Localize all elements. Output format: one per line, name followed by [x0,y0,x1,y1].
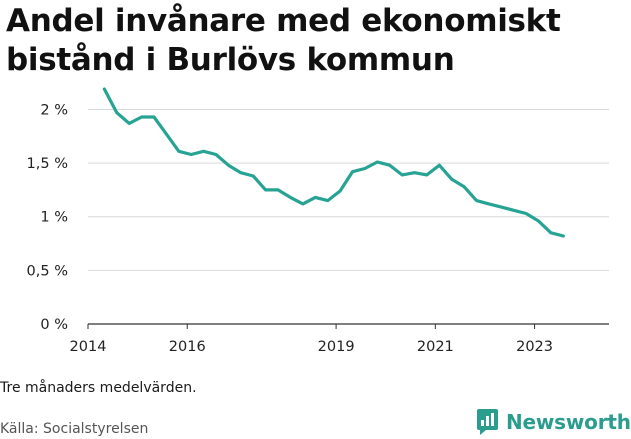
data-point [524,212,528,215]
data-point [450,177,453,181]
x-tick-label: 2023 [516,339,553,355]
data-point [252,174,255,178]
data-point [165,132,168,136]
data-point [475,199,478,202]
data-point [500,205,503,209]
series-lines [102,87,566,238]
data-point [462,185,466,188]
data-point [140,115,143,119]
data-point [115,111,118,114]
y-axis-tick-labels: 0 % 0,5 % 1 % 1,5 % 2 % [27,102,68,333]
data-point [326,199,329,202]
data-point [388,164,391,167]
data-point [301,202,305,206]
data-point [314,196,317,199]
data-point [103,87,106,91]
x-axis-ticks: 2014 2016 2019 2021 2023 [70,324,553,355]
data-point [227,164,230,167]
y-tick-label: 2 % [40,102,68,118]
source-credit: Källa: Socialstyrelsen [0,421,149,437]
y-tick-label: 1 % [40,210,68,226]
data-point [400,173,404,177]
y-tick-label: 0,5 % [27,263,68,279]
data-point [425,173,429,177]
x-tick-label: 2021 [417,339,454,355]
chart-title-line-2: bistånd i Burlövs kommun [6,42,455,78]
newsworthy-brand[interactable]: Newsworthy [476,407,631,437]
data-point [338,189,342,193]
data-point [202,150,205,153]
data-point [512,209,515,212]
data-point [264,188,267,192]
data-point [351,170,354,173]
data-point [487,202,491,206]
data-point [177,150,181,153]
data-point [152,115,156,119]
chart-title: Andel invånare med ekonomiskt bistånd i … [6,2,626,80]
chart-note: Tre månaders medelvärden. [0,380,197,396]
chart-title-line-1: Andel invånare med ekonomiskt [6,3,561,39]
y-tick-label: 0 % [40,317,68,333]
data-point [214,153,218,156]
newsworthy-chart-logo-icon [477,409,498,435]
series-line [102,87,566,238]
x-tick-label: 2014 [70,339,107,355]
newsworthy-brand-name: Newsworthy [506,410,631,434]
data-point [239,171,243,174]
x-tick-label: 2019 [318,339,355,355]
data-point [363,167,367,170]
data-point [562,234,565,238]
data-point [276,188,280,192]
data-point [413,171,416,174]
data-point [537,219,540,223]
grid-lines [88,108,609,271]
data-point [376,160,379,164]
data-point [289,196,292,199]
data-point [438,164,441,167]
data-point [549,231,553,235]
x-tick-label: 2016 [169,339,206,355]
data-point [190,153,193,156]
y-tick-label: 1,5 % [27,156,68,172]
data-point [127,122,131,125]
